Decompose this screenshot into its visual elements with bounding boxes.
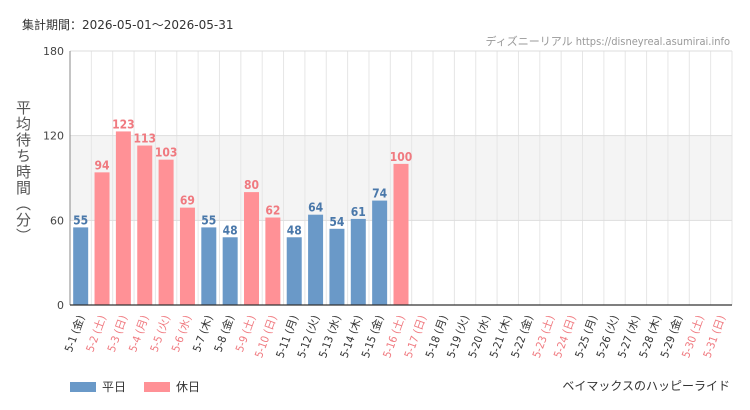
data-label: 48 (223, 223, 238, 237)
bars (73, 131, 409, 305)
data-label: 48 (287, 223, 302, 237)
axes (69, 51, 732, 306)
attraction-name: ベイマックスのハッピーライド (562, 379, 730, 393)
x-tick-labels: 5-1 (金)5-2 (土)5-3 (日)5-4 (月)5-5 (火)5-6 (… (61, 313, 728, 360)
y-tick-labels: 0 60 120 180 (43, 45, 64, 312)
bar (308, 214, 324, 305)
y-tick-label: 180 (43, 45, 64, 58)
legend-item-weekday[interactable]: 平日 (70, 378, 126, 395)
bar (393, 163, 409, 305)
data-label: 74 (372, 187, 388, 201)
y-tick-label: 120 (43, 130, 64, 143)
bar (137, 145, 153, 305)
data-label: 69 (180, 194, 195, 208)
bar (222, 237, 238, 305)
bar (329, 228, 345, 305)
y-axis-label: 平均待ち時間（分） (14, 100, 32, 244)
y-tick-label: 0 (57, 299, 64, 312)
bar (73, 227, 89, 305)
source-credit: ディズニーリアル https://disneyreal.asumirai.inf… (485, 35, 730, 48)
legend: 平日 休日 (70, 378, 200, 395)
legend-item-holiday[interactable]: 休日 (144, 378, 200, 395)
legend-swatch-holiday (144, 381, 171, 392)
data-label: 113 (133, 132, 156, 146)
bar (265, 217, 281, 305)
y-tick-label: 60 (50, 214, 64, 227)
data-label: 100 (390, 150, 413, 164)
bar (244, 192, 260, 305)
legend-label-weekday: 平日 (102, 380, 127, 394)
bar (179, 207, 195, 305)
legend-swatch-weekday (70, 381, 96, 392)
bar (115, 131, 131, 305)
data-label: 123 (112, 117, 135, 131)
bar (158, 159, 174, 305)
bar (350, 218, 366, 305)
data-label: 64 (308, 201, 324, 215)
collection-period: 集計期間：2026-05-01～2026-05-31 (22, 18, 234, 32)
bar (201, 227, 217, 305)
bar (372, 200, 388, 305)
data-label: 54 (329, 215, 345, 229)
data-label: 55 (73, 213, 88, 227)
data-label: 94 (95, 158, 111, 172)
data-label: 103 (155, 146, 178, 160)
data-label: 61 (351, 205, 366, 219)
data-label: 62 (265, 204, 280, 218)
bar (94, 172, 110, 305)
bar (286, 237, 302, 305)
data-label: 80 (244, 178, 259, 192)
legend-label-holiday: 休日 (176, 380, 201, 394)
data-label: 55 (201, 213, 216, 227)
